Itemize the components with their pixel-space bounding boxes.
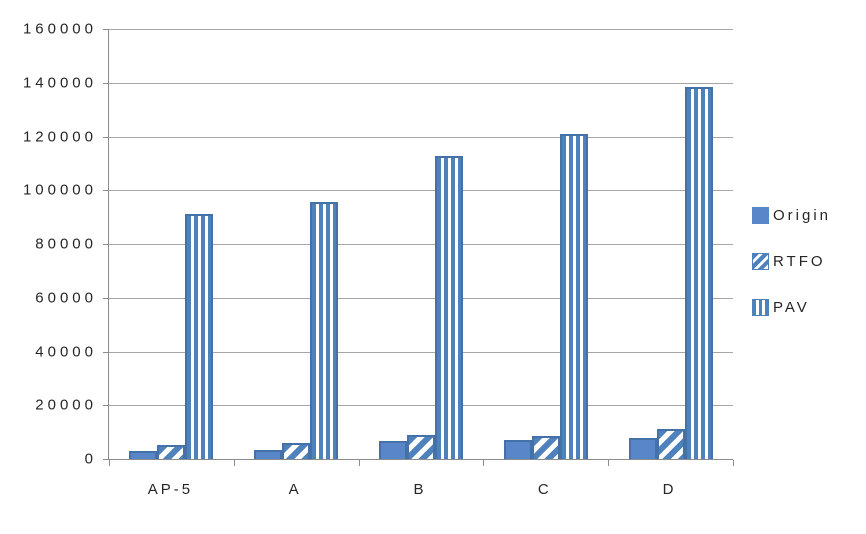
bar-pav-C: [559, 133, 588, 459]
gridline-40000: [109, 351, 733, 353]
legend-marker-diagonal-stripes-icon: [752, 253, 769, 270]
gridline-80000: [109, 244, 733, 245]
x-tickmark-1: [233, 460, 235, 466]
bar-rtfo-AP-5: [157, 445, 186, 459]
x-tickmark-0: [109, 460, 110, 466]
bar-group-AP-5: [109, 29, 234, 459]
y-tickmark-80000: [103, 244, 109, 245]
bar-origin-AP-5: [129, 450, 158, 459]
x-axis-category-label: AP-5: [147, 481, 194, 498]
bar-group-B: [359, 29, 484, 459]
bar-pav-B: [434, 156, 463, 459]
chart-legend: Origin RTFO PAV: [752, 207, 831, 345]
bar-rtfo-C: [531, 436, 560, 459]
bar-rtfo-B: [406, 434, 435, 459]
bar-group-C: [483, 29, 608, 459]
y-axis-tick-label: 80000: [35, 235, 97, 253]
x-axis-labels: AP-5 A B C D: [108, 481, 732, 501]
gridline-20000: [109, 405, 733, 407]
gridline-140000: [109, 82, 733, 84]
y-axis-tick-label: 40000: [35, 343, 97, 360]
bar-series-layer: [109, 29, 733, 459]
legend-item-rtfo: RTFO: [752, 253, 831, 270]
gridline-160000: [109, 29, 733, 30]
y-tickmark-120000: [103, 136, 109, 138]
x-tickmark-3: [483, 460, 485, 466]
gridline-60000: [109, 297, 733, 299]
y-axis-tick-label: 60000: [35, 289, 97, 307]
legend-marker-vertical-stripes-icon: [752, 299, 769, 316]
y-tickmark-60000: [103, 297, 109, 299]
x-axis-category-label: A: [288, 481, 302, 498]
x-axis-category-label: D: [662, 481, 677, 498]
bar-group-D: [608, 29, 733, 459]
gridline-100000: [109, 190, 733, 192]
x-tickmark-5: [733, 460, 734, 466]
bar-pav-D: [684, 86, 713, 459]
y-axis-tick-label: 140000: [22, 74, 97, 92]
bar-origin-A: [254, 449, 283, 459]
legend-label: RTFO: [773, 253, 826, 270]
y-tickmark-160000: [103, 29, 109, 30]
y-tickmark-20000: [103, 405, 109, 407]
legend-item-pav: PAV: [752, 299, 831, 316]
y-axis-tick-label: 120000: [22, 128, 97, 145]
bar-origin-C: [503, 440, 532, 459]
legend-label: Origin: [773, 207, 832, 224]
y-tickmark-0: [103, 459, 109, 460]
plot-area: [103, 29, 734, 466]
x-tickmark-4: [608, 460, 610, 466]
y-axis-tick-label: 20000: [35, 396, 97, 414]
legend-item-origin: Origin: [752, 207, 831, 224]
y-axis-labels: 0 20000 40000 60000 80000 100000 120000 140000 1…: [0, 21, 97, 468]
bar-group-A: [234, 29, 359, 459]
y-tickmark-40000: [103, 351, 109, 353]
y-tickmark-100000: [103, 190, 109, 192]
y-axis-tick-label: 100000: [22, 181, 97, 199]
bar-rtfo-A: [282, 443, 311, 459]
x-tickmark-2: [358, 460, 360, 466]
bar-origin-B: [378, 440, 407, 459]
bar-rtfo-D: [656, 429, 685, 459]
legend-marker-solid-icon: [752, 207, 769, 224]
bar-pav-A: [310, 201, 339, 459]
bar-pav-AP-5: [185, 213, 214, 459]
x-axis-category-label: B: [413, 481, 427, 498]
y-axis-tick-label: 0: [84, 450, 97, 468]
bar-origin-D: [628, 437, 657, 459]
y-axis-tick-label: 160000: [22, 20, 97, 38]
gridline-120000: [109, 136, 733, 138]
y-tickmark-140000: [103, 82, 109, 84]
x-axis-category-label: C: [537, 481, 552, 498]
legend-label: PAV: [773, 299, 810, 316]
